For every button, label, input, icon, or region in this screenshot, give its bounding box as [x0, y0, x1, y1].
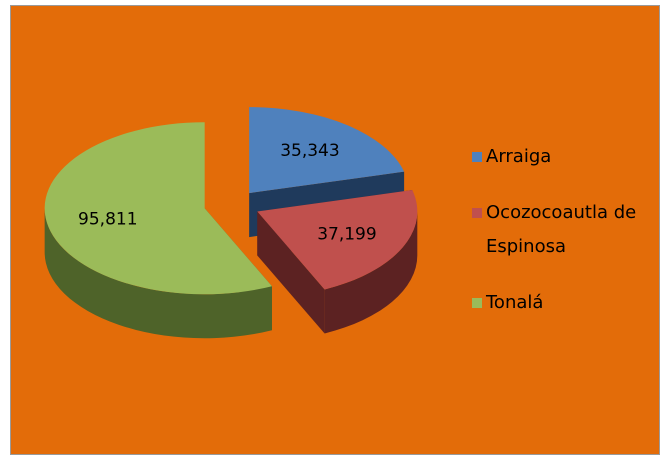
legend-item: Ocozocoautla de Espinosa — [472, 196, 657, 264]
legend-item: Arraiga — [472, 140, 657, 174]
slice-wall — [257, 211, 325, 334]
legend-label: Arraiga — [486, 146, 552, 167]
slice-side — [324, 211, 418, 334]
legend-swatch — [472, 298, 482, 308]
legend-label: Tonalá — [486, 292, 544, 313]
legend-label: Ocozocoautla de Espinosa — [486, 202, 637, 257]
legend: Arraiga Ocozocoautla de Espinosa Tonalá — [472, 140, 657, 342]
data-label: 37,199 — [317, 224, 376, 244]
legend-swatch — [472, 208, 482, 218]
slice-side — [44, 208, 272, 339]
slice — [249, 107, 405, 194]
legend-item: Tonalá — [472, 286, 657, 320]
data-label: 35,343 — [280, 141, 339, 161]
data-label: 95,811 — [78, 210, 137, 230]
legend-swatch — [472, 152, 482, 162]
slice — [44, 122, 272, 295]
slice — [257, 190, 418, 290]
